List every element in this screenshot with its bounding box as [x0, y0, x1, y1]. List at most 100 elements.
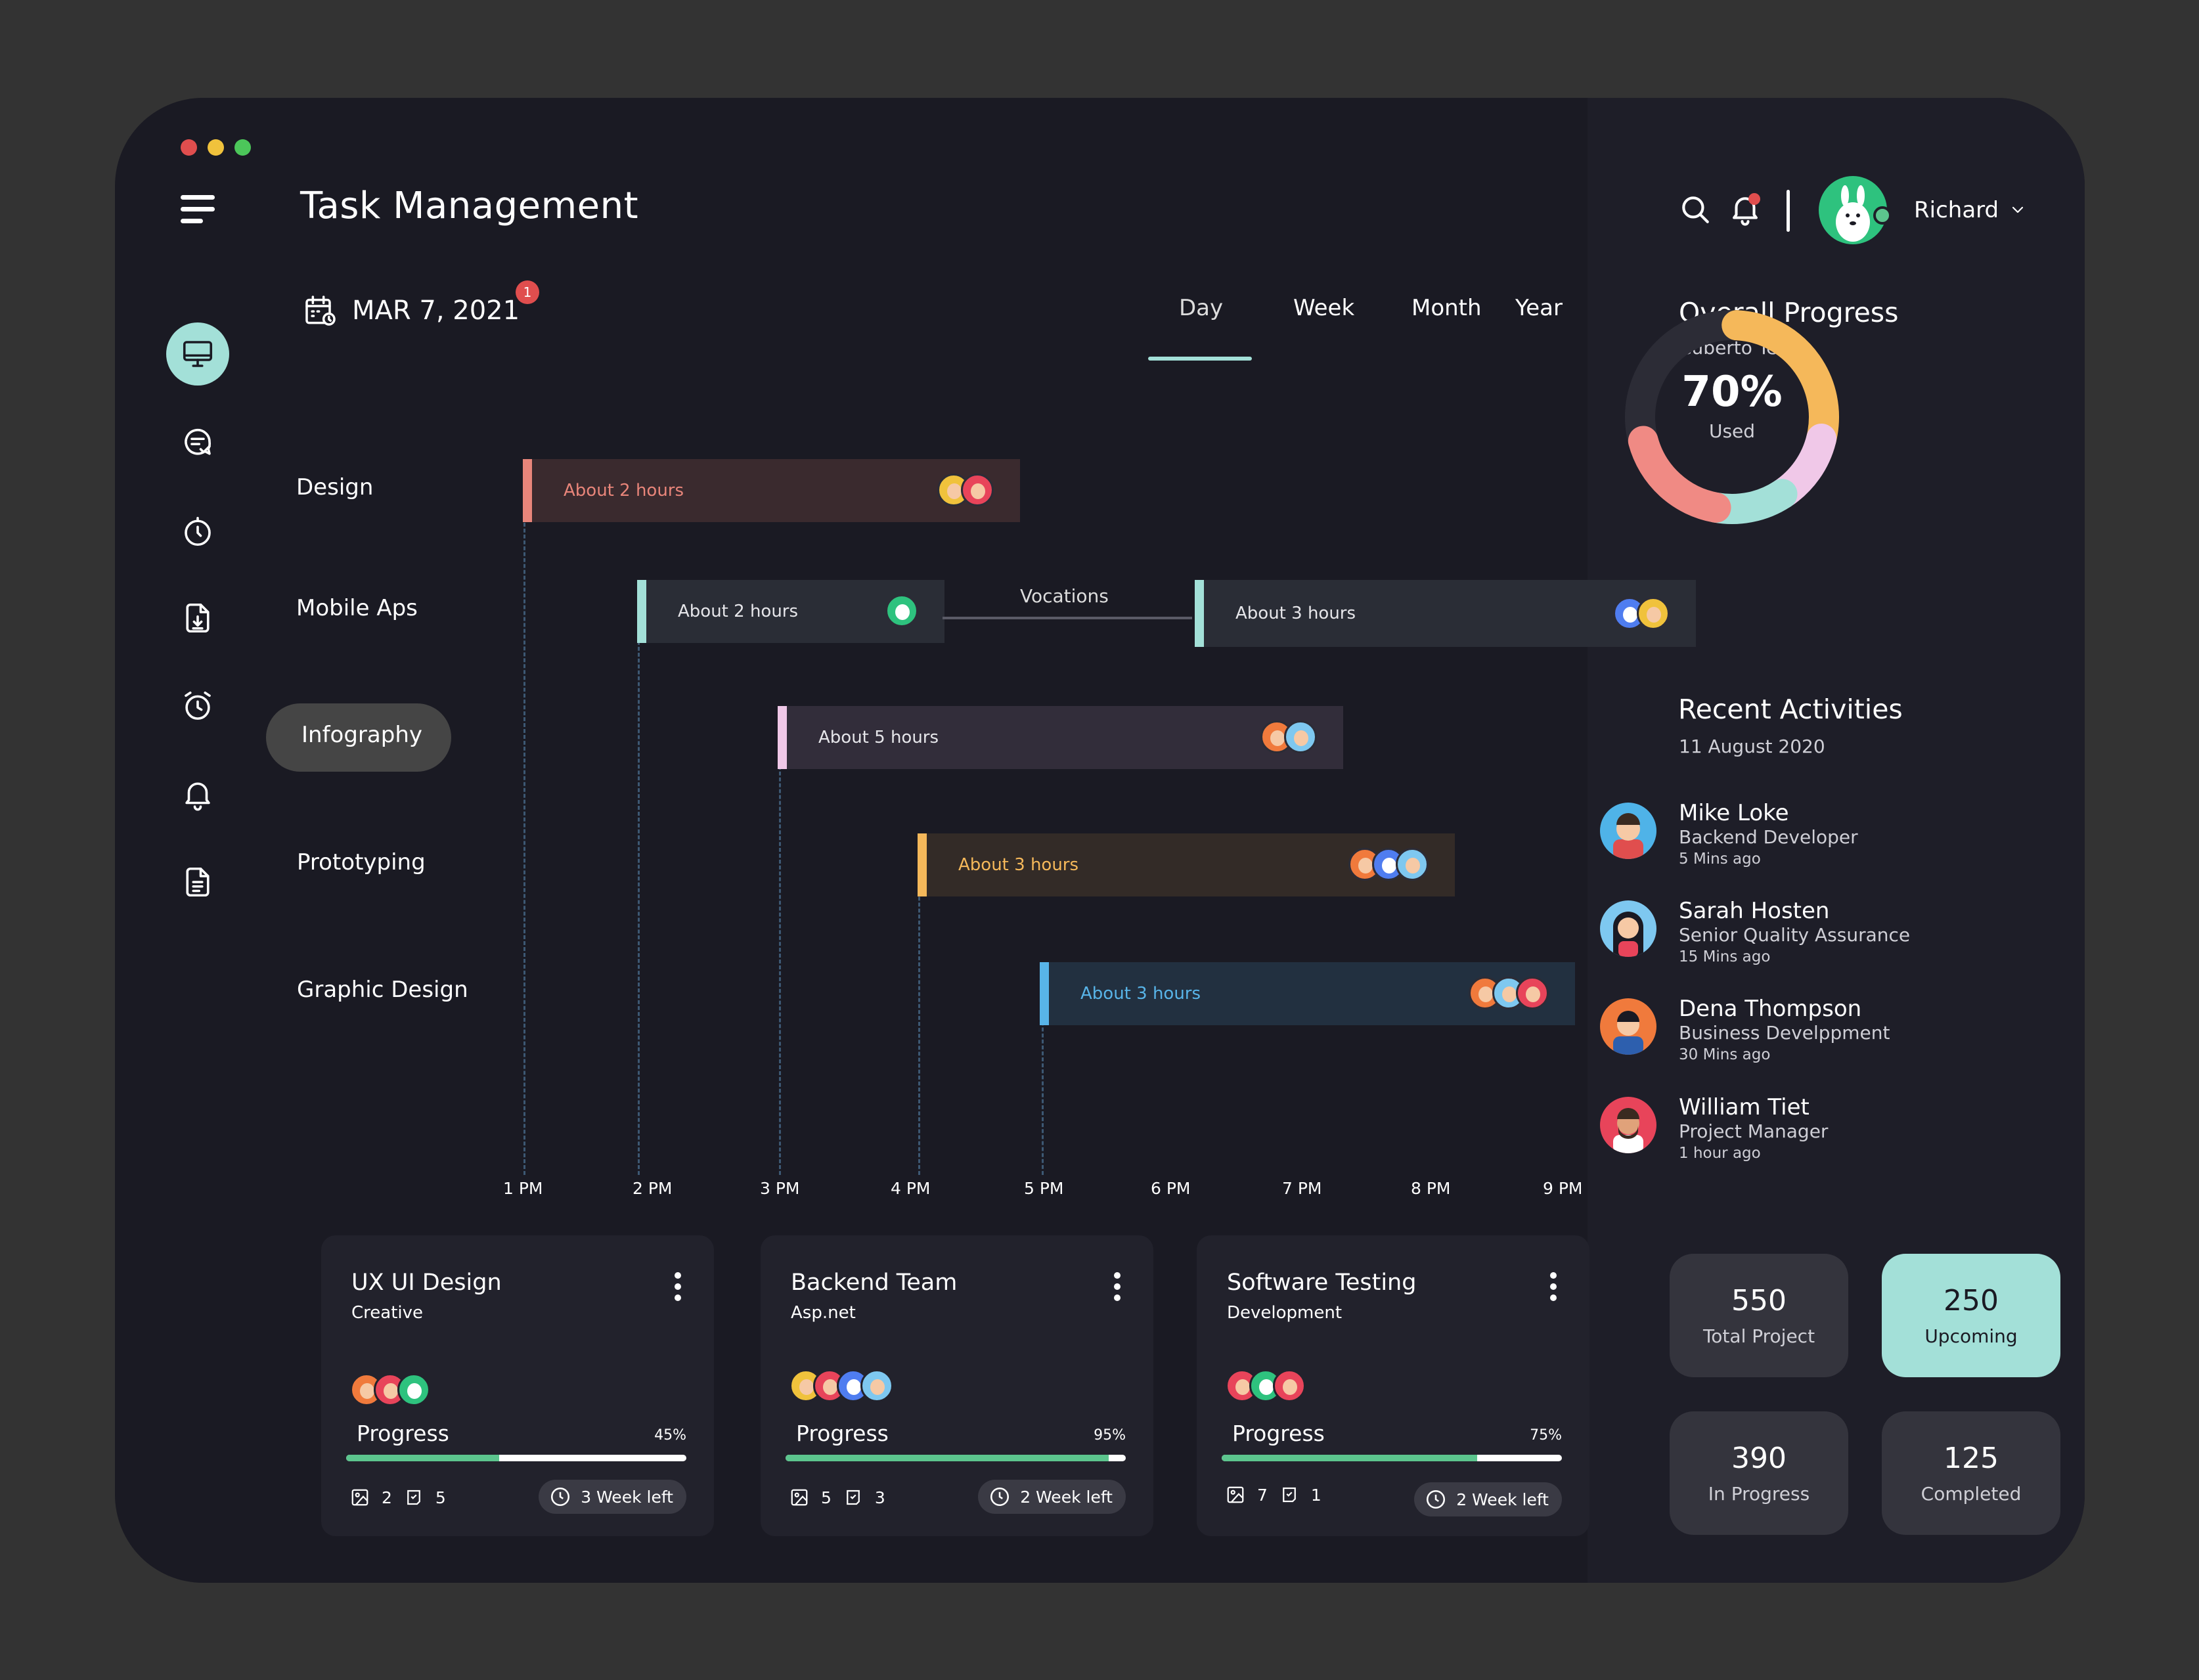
search-icon[interactable]	[1679, 193, 1712, 226]
llama-avatar-icon	[1836, 185, 1870, 242]
time-tick: 4 PM	[891, 1179, 931, 1198]
gantt-bar[interactable]: About 2 hours	[637, 580, 944, 643]
tasks-count: 1	[1310, 1485, 1322, 1505]
sidebar-item-documents[interactable]	[166, 851, 229, 914]
notification-bell-icon[interactable]	[1727, 190, 1763, 227]
progress-bar	[346, 1455, 686, 1461]
tab-month[interactable]: Month	[1411, 295, 1482, 321]
stat-in-progress[interactable]: 390 In Progress	[1670, 1411, 1848, 1535]
image-icon	[1227, 1486, 1244, 1503]
gantt-row-prototyping[interactable]: Prototyping	[297, 849, 426, 875]
avatar[interactable]	[1273, 1369, 1306, 1402]
sidebar-item-notifications[interactable]	[166, 763, 229, 826]
gantt-bar[interactable]: About 3 hours	[918, 833, 1455, 896]
task-icon	[1283, 1487, 1296, 1503]
gantt-row-graphic-design[interactable]: Graphic Design	[297, 977, 468, 1003]
time-tick: 7 PM	[1282, 1179, 1322, 1198]
stat-value: 125	[1944, 1442, 1999, 1475]
avatar[interactable]	[860, 1369, 893, 1402]
card-meta: 7 1	[1226, 1485, 1322, 1505]
progress-label: Progress	[796, 1421, 889, 1446]
sidebar-item-alarm[interactable]	[166, 674, 229, 738]
activity-time: 15 Mins ago	[1679, 948, 1771, 965]
bar-accent	[778, 706, 787, 769]
menu-icon[interactable]	[181, 195, 215, 225]
task-icon	[847, 1490, 860, 1505]
avatar[interactable]	[1396, 848, 1429, 881]
time-tick: 8 PM	[1411, 1179, 1451, 1198]
date-badge: 1	[516, 280, 539, 304]
project-card[interactable]: Software Testing Development Progress 75…	[1197, 1235, 1589, 1536]
tab-day[interactable]: Day	[1179, 295, 1224, 321]
sidebar-item-downloads[interactable]	[166, 586, 229, 650]
bar-avatars	[1613, 597, 1670, 630]
user-name[interactable]: Richard	[1914, 197, 1999, 223]
activity-time: 30 Mins ago	[1679, 1046, 1771, 1063]
stat-total-project[interactable]: 550 Total Project	[1670, 1254, 1848, 1377]
gantt-bar[interactable]: About 5 hours	[778, 706, 1343, 769]
tab-year[interactable]: Year	[1515, 295, 1563, 321]
bar-avatars	[1260, 720, 1317, 753]
card-subtitle: Development	[1227, 1303, 1343, 1323]
project-card[interactable]: Backend Team Asp.net Progress 95% 5 3 2 …	[761, 1235, 1153, 1536]
progress-percent: 75%	[1530, 1427, 1562, 1444]
deadline-badge[interactable]: 2 Week left	[978, 1480, 1126, 1514]
gantt-bar[interactable]: About 3 hours	[1040, 962, 1575, 1025]
activity-item[interactable]: William Tiet Project Manager 1 hour ago	[1600, 1094, 1828, 1162]
gantt-row-mobile-aps[interactable]: Mobile Aps	[296, 595, 418, 621]
project-card[interactable]: UX UI Design Creative Progress 45% 2 5 3…	[321, 1235, 714, 1536]
minimize-dot[interactable]	[208, 139, 224, 156]
gantt-bar[interactable]: About 3 hours	[1195, 580, 1696, 647]
activity-item[interactable]: Sarah Hosten Senior Quality Assurance 15…	[1600, 898, 1911, 965]
avatar[interactable]	[1600, 900, 1656, 957]
deadline-label: 3 Week left	[581, 1487, 673, 1507]
gantt-row-design[interactable]: Design	[296, 474, 374, 500]
avatar[interactable]	[1284, 720, 1317, 753]
deadline-label: 2 Week left	[1456, 1490, 1549, 1509]
avatar[interactable]	[1600, 1097, 1656, 1153]
more-icon[interactable]	[675, 1272, 681, 1301]
tab-week[interactable]: Week	[1293, 295, 1355, 321]
activity-role: Senior Quality Assurance	[1679, 924, 1911, 946]
card-meta: 2 5	[350, 1488, 446, 1507]
progress-fill	[346, 1455, 500, 1461]
maximize-dot[interactable]	[234, 139, 251, 156]
avatar[interactable]	[1600, 803, 1656, 859]
avatar[interactable]	[1637, 597, 1670, 630]
stat-upcoming[interactable]: 250 Upcoming	[1882, 1254, 2060, 1377]
date-picker[interactable]: MAR 7, 2021	[302, 292, 520, 329]
gridline	[1042, 998, 1044, 1175]
chevron-down-icon[interactable]	[2007, 202, 2028, 218]
sidebar-item-timer[interactable]	[166, 500, 229, 563]
card-subtitle: Asp.net	[791, 1303, 856, 1323]
avatar[interactable]	[1516, 977, 1549, 1009]
more-icon[interactable]	[1114, 1272, 1121, 1301]
vocation-label: Vocations	[1020, 585, 1109, 607]
avatar[interactable]	[350, 1373, 383, 1406]
time-tick: 3 PM	[760, 1179, 800, 1198]
tasks-count: 3	[874, 1488, 885, 1507]
more-icon[interactable]	[1550, 1272, 1557, 1301]
gantt-row-infography[interactable]: Infography	[301, 722, 422, 748]
activity-item[interactable]: Dena Thompson Business Develppment 30 Mi…	[1600, 996, 1890, 1063]
sidebar-item-chat[interactable]	[166, 412, 229, 475]
timer-icon	[185, 516, 211, 546]
stat-completed[interactable]: 125 Completed	[1882, 1411, 2060, 1535]
activity-name: Dena Thompson	[1679, 996, 1862, 1022]
sidebar-item-dashboard[interactable]	[166, 322, 229, 386]
avatar[interactable]	[961, 474, 994, 506]
time-tick: 6 PM	[1151, 1179, 1191, 1198]
deadline-badge[interactable]: 3 Week left	[539, 1480, 686, 1514]
clock-icon	[551, 1487, 570, 1507]
close-dot[interactable]	[181, 139, 197, 156]
document-icon	[186, 867, 210, 897]
activity-item[interactable]: Mike Loke Backend Developer 5 Mins ago	[1600, 800, 1858, 868]
gantt-bar[interactable]: About 2 hours	[523, 459, 1020, 522]
activity-name: Mike Loke	[1679, 800, 1789, 826]
activity-name: Sarah Hosten	[1679, 898, 1830, 924]
avatar[interactable]	[1600, 998, 1656, 1055]
avatar[interactable]	[397, 1373, 430, 1406]
avatar[interactable]	[885, 594, 918, 627]
deadline-badge[interactable]: 2 Week left	[1414, 1482, 1562, 1516]
images-count: 7	[1257, 1485, 1268, 1505]
